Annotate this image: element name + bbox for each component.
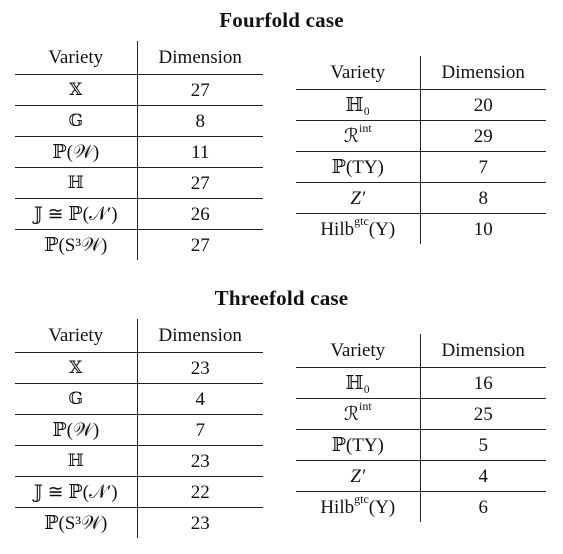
variety-cell: 𝕏 [15, 74, 138, 106]
dimension-cell: 23 [137, 445, 263, 477]
table-row: Z′ 4 [296, 460, 546, 492]
table-header-row: Variety Dimension [15, 41, 263, 75]
table-row: 𝕏 27 [15, 74, 263, 106]
table-row: ℍ₀ 20 [296, 89, 546, 121]
variety-cell: ℛint [296, 120, 421, 152]
dimension-cell: 7 [137, 414, 263, 446]
variety-header: Variety [296, 56, 421, 90]
variety-cell: ℍ₀ [296, 367, 421, 399]
table-row: ℙ(𝒲) 7 [15, 414, 263, 446]
dimension-cell: 11 [137, 136, 263, 168]
table-header-row: Variety Dimension [296, 56, 546, 90]
table-row: ℙ(S³𝒲) 27 [15, 229, 263, 260]
table-row: ℙ(S³𝒲) 23 [15, 507, 263, 538]
dimension-cell: 27 [137, 167, 263, 199]
table-row: Hilbgtc(Y) 10 [296, 213, 546, 244]
variety-cell: ℙ(S³𝒲) [15, 229, 138, 260]
variety-cell: ℙ(𝒲) [15, 414, 138, 446]
table-row: Z′ 8 [296, 182, 546, 214]
variety-cell: ℍ [15, 445, 138, 477]
variety-cell: Z′ [296, 460, 421, 492]
dimension-cell: 5 [420, 429, 546, 461]
variety-header: Variety [15, 319, 138, 353]
variety-cell: Z′ [296, 182, 421, 214]
dimension-cell: 16 [420, 367, 546, 399]
dimension-cell: 4 [137, 383, 263, 415]
dimension-cell: 4 [420, 460, 546, 492]
dimension-header: Dimension [420, 56, 546, 90]
dimension-cell: 6 [478, 496, 489, 518]
table-row: ℍ 23 [15, 445, 263, 477]
table-row: ℙ(TY) 5 [296, 429, 546, 461]
variety-cell: 𝕁 ≅ ℙ(𝒩′) [15, 198, 138, 230]
dimension-header: Dimension [137, 41, 263, 75]
fourfold-left-table: Variety Dimension 𝕏 27 𝔾 8 ℙ(𝒲) 11 ℍ 27 … [15, 41, 263, 260]
variety-cell: 𝔾 [15, 105, 138, 137]
table-row: 𝔾 8 [15, 105, 263, 137]
dimension-cell: 23 [137, 352, 263, 384]
table-row: 𝕏 23 [15, 352, 263, 384]
dimension-cell: 8 [137, 105, 263, 137]
table-row: ℙ(TY) 7 [296, 151, 546, 183]
dimension-header: Dimension [137, 319, 263, 353]
variety-cell: ℍ [15, 167, 138, 199]
threefold-left-table: Variety Dimension 𝕏 23 𝔾 4 ℙ(𝒲) 7 ℍ 23 𝕁… [15, 319, 263, 538]
variety-header: Variety [15, 41, 138, 75]
table-row: ℙ(𝒲) 11 [15, 136, 263, 168]
dimension-cell: 20 [420, 89, 546, 121]
table-header-row: Variety Dimension [296, 334, 546, 368]
variety-cell: ℙ(TY) [296, 151, 421, 183]
table-row: 𝕁 ≅ ℙ(𝒩′) 26 [15, 198, 263, 230]
table-header-row: Variety Dimension [15, 319, 263, 353]
table-row: 𝕁 ≅ ℙ(𝒩′) 22 [15, 476, 263, 508]
table-row: Hilbgtc(Y) 6 [296, 491, 546, 522]
table-row: 𝔾 4 [15, 383, 263, 415]
variety-cell: Hilbgtc(Y) [296, 213, 421, 244]
dimension-cell: 7 [420, 151, 546, 183]
dimension-cell: 27 [190, 234, 210, 256]
threefold-title: Threefold case [214, 286, 349, 310]
dimension-cell: 26 [137, 198, 263, 230]
dimension-cell: 27 [137, 74, 263, 106]
variety-cell: ℙ(TY) [296, 429, 421, 461]
table-row: ℍ 27 [15, 167, 263, 199]
variety-cell: ℙ(S³𝒲) [15, 507, 138, 538]
dimension-header: Dimension [420, 334, 546, 368]
variety-cell: 𝕏 [15, 352, 138, 384]
table-row: ℍ₀ 16 [296, 367, 546, 399]
variety-cell: 𝔾 [15, 383, 138, 415]
variety-cell: ℍ₀ [296, 89, 421, 121]
dimension-cell: 10 [473, 218, 493, 240]
table-row: ℛint 25 [296, 398, 546, 430]
dimension-cell: 29 [420, 120, 546, 152]
fourfold-right-table: Variety Dimension ℍ₀ 20 ℛint 29 ℙ(TY) 7 … [296, 56, 546, 244]
fourfold-title: Fourfold case [219, 8, 344, 32]
variety-header: Variety [296, 334, 421, 368]
table-row: ℛint 29 [296, 120, 546, 152]
dimension-cell: 23 [190, 512, 210, 534]
variety-cell: ℛint [296, 398, 421, 430]
dimension-cell: 8 [420, 182, 546, 214]
dimension-cell: 22 [137, 476, 263, 508]
threefold-right-table: Variety Dimension ℍ₀ 16 ℛint 25 ℙ(TY) 5 … [296, 334, 546, 522]
variety-cell: 𝕁 ≅ ℙ(𝒩′) [15, 476, 138, 508]
variety-cell: Hilbgtc(Y) [296, 491, 421, 522]
variety-cell: ℙ(𝒲) [15, 136, 138, 168]
dimension-cell: 25 [420, 398, 546, 430]
